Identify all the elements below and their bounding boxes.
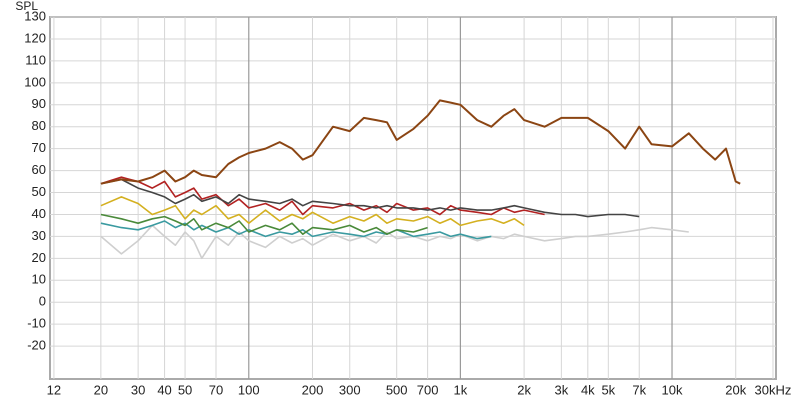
series-line: [100, 213, 428, 235]
y-tick-label: -20: [27, 338, 46, 353]
y-tick-label: 100: [24, 74, 46, 89]
series-line: [100, 224, 689, 260]
x-tick-label: 100: [238, 382, 260, 397]
x-tick-label: 30kHz: [755, 382, 792, 397]
x-tick-label: 500: [386, 382, 408, 397]
y-tick-label: 120: [24, 30, 46, 45]
y-tick-label: -10: [27, 316, 46, 331]
x-tick-label: 5k: [601, 382, 615, 397]
y-tick-label: 50: [32, 184, 46, 199]
y-tick-label: 130: [24, 8, 46, 23]
x-tick-label: 3k: [554, 382, 568, 397]
series-line: [100, 178, 640, 218]
y-axis-label: SPL: [15, 0, 38, 13]
x-tick-label: 2k: [517, 382, 531, 397]
x-tick-label: 200: [302, 382, 324, 397]
y-tick-label: 20: [32, 250, 46, 265]
y-tick-label: 60: [32, 162, 46, 177]
series-line: [100, 196, 525, 227]
x-tick-label: 20: [94, 382, 108, 397]
y-tick-label: 40: [32, 206, 46, 221]
x-tick-label: 700: [417, 382, 439, 397]
series-line: [100, 220, 492, 240]
series-line: [100, 176, 545, 216]
y-tick-label: 0: [39, 294, 46, 309]
x-tick-label: 40: [157, 382, 171, 397]
plot-area: [49, 16, 777, 380]
y-tick-label: 90: [32, 96, 46, 111]
x-tick-label: 10k: [662, 382, 683, 397]
x-tick-label: 30: [131, 382, 145, 397]
y-tick-label: 10: [32, 272, 46, 287]
series-line: [100, 99, 741, 185]
x-tick-label: 70: [209, 382, 223, 397]
y-tick-label: 110: [25, 52, 46, 67]
x-tick-label: 1k: [454, 382, 468, 397]
x-tick-label: 50: [178, 382, 192, 397]
y-tick-label: 80: [32, 118, 46, 133]
x-tick-label: 4k: [581, 382, 595, 397]
x-tick-label: 20k: [725, 382, 746, 397]
x-tick-label: 7k: [632, 382, 646, 397]
x-tick-label: 12: [47, 382, 61, 397]
x-tick-label: 300: [339, 382, 361, 397]
y-tick-label: 70: [32, 140, 46, 155]
y-tick-label: 30: [32, 228, 46, 243]
